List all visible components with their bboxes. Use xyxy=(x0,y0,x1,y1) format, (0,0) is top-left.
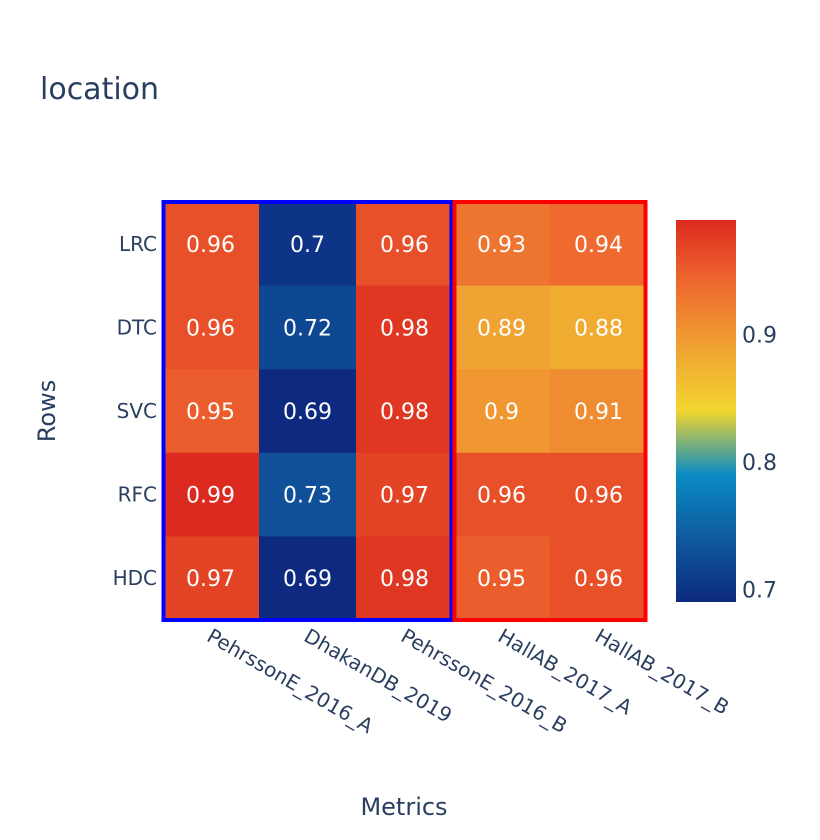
heatmap-cell xyxy=(259,202,357,287)
cell-value-label: 0.69 xyxy=(283,400,332,425)
cell-value-label: 0.94 xyxy=(574,233,623,258)
heatmap-cell xyxy=(259,452,357,537)
cell-value-label: 0.96 xyxy=(380,233,429,258)
group-highlight-boxes xyxy=(161,200,648,622)
y-tick-label: DTC xyxy=(117,315,157,339)
cell-value-label: 0.73 xyxy=(283,484,332,509)
cell-value-label: 0.69 xyxy=(283,567,332,592)
heatmap-cell xyxy=(550,369,648,454)
cell-value-label: 0.91 xyxy=(574,400,623,425)
heatmap-cell xyxy=(259,536,357,621)
colorbar-tick-label: 0.9 xyxy=(742,324,777,349)
colorbar xyxy=(676,220,736,602)
heatmap-cell xyxy=(453,536,551,621)
colorbar-tick-labels: 0.7 0.8 0.9 xyxy=(742,324,777,604)
heatmap-cell xyxy=(356,285,454,370)
x-tick-label: PehrssonE_2016_B xyxy=(397,624,571,739)
heatmap-cell xyxy=(162,285,260,370)
cell-value-label: 0.96 xyxy=(477,484,526,509)
heatmap-cell xyxy=(453,202,551,287)
cell-value-label: 0.96 xyxy=(186,233,235,258)
heatmap-cell xyxy=(550,452,648,537)
cell-value-label: 0.95 xyxy=(477,567,526,592)
heatmap-cell xyxy=(259,369,357,454)
heatmap-cell xyxy=(162,536,260,621)
cell-value-label: 0.98 xyxy=(380,316,429,341)
heatmap-cell xyxy=(550,202,648,287)
group-highlight-box xyxy=(161,200,454,622)
y-tick-label: RFC xyxy=(118,483,157,507)
heatmap-cell xyxy=(356,202,454,287)
heatmap-cell xyxy=(356,536,454,621)
heatmap-cell xyxy=(162,369,260,454)
cell-value-label: 0.98 xyxy=(380,400,429,425)
y-tick-label: LRC xyxy=(119,232,157,256)
heatmap-cells xyxy=(162,202,648,621)
heatmap-cell xyxy=(356,452,454,537)
cell-value-label: 0.99 xyxy=(186,484,235,509)
x-tick-label: PehrssonE_2016_A xyxy=(203,624,378,739)
colorbar-tick-label: 0.7 xyxy=(742,578,777,603)
cell-value-label: 0.96 xyxy=(186,316,235,341)
cell-value-label: 0.89 xyxy=(477,316,526,341)
heatmap-cell xyxy=(453,285,551,370)
heatmap-cell xyxy=(453,369,551,454)
cell-value-label: 0.97 xyxy=(186,567,235,592)
colorbar-tick-label: 0.8 xyxy=(742,451,777,476)
heatmap-cell xyxy=(550,536,648,621)
cell-value-label: 0.97 xyxy=(380,484,429,509)
heatmap-cell xyxy=(453,452,551,537)
cell-value-label: 0.96 xyxy=(574,484,623,509)
cell-value-label: 0.9 xyxy=(484,400,519,425)
y-axis-title: Rows xyxy=(33,380,61,442)
cell-value-label: 0.98 xyxy=(380,567,429,592)
y-tick-label: HDC xyxy=(113,566,157,590)
heatmap-cell xyxy=(356,369,454,454)
cell-value-label: 0.7 xyxy=(290,233,325,258)
chart-title: location xyxy=(40,72,159,107)
x-axis-title: Metrics xyxy=(360,793,447,821)
cell-value-label: 0.93 xyxy=(477,233,526,258)
group-highlight-box xyxy=(452,200,648,622)
x-tick-labels: PehrssonE_2016_ADhakanDB_2019PehrssonE_2… xyxy=(203,624,733,739)
heatmap-cell xyxy=(162,452,260,537)
heatmap-cell xyxy=(259,285,357,370)
cell-value-label: 0.88 xyxy=(574,316,623,341)
cell-value-label: 0.95 xyxy=(186,400,235,425)
cell-value-label: 0.96 xyxy=(574,567,623,592)
y-tick-labels: LRC DTC SVC RFC HDC xyxy=(113,232,157,590)
cell-value-label: 0.72 xyxy=(283,316,332,341)
heatmap-cell xyxy=(550,285,648,370)
heatmap-cell xyxy=(162,202,260,287)
cell-labels: 0.96 0.7 0.96 0.93 0.94 0.96 0.72 0.98 0.89 0.88 0… xyxy=(186,233,623,592)
y-tick-label: SVC xyxy=(117,399,157,423)
